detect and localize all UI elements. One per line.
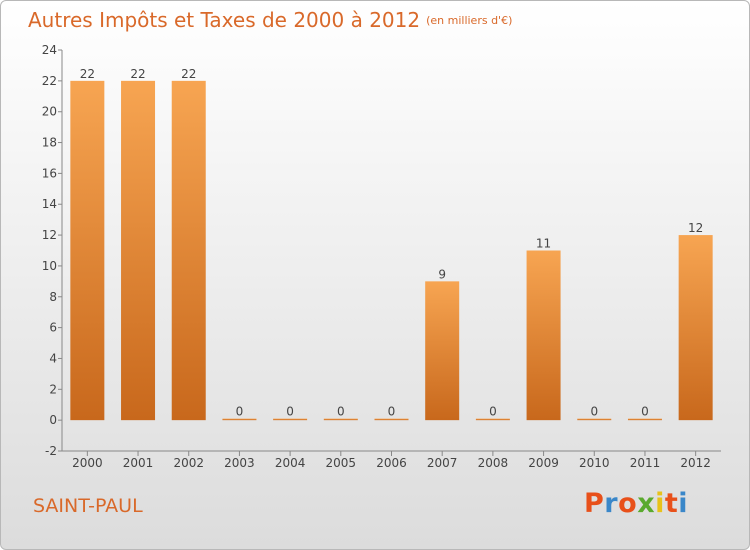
data-label: 0	[236, 405, 244, 419]
y-tick-label: 18	[42, 136, 57, 150]
bar	[70, 80, 105, 421]
data-label: 0	[489, 405, 497, 419]
bar	[323, 418, 358, 421]
chart-title-text: Autres Impôts et Taxes de 2000 à 2012	[28, 8, 421, 32]
logo-letter: o	[618, 488, 638, 519]
logo-letter: x	[637, 488, 656, 519]
x-tick-label: 2003	[224, 456, 255, 470]
x-tick-label: 2012	[680, 456, 711, 470]
bar	[526, 250, 561, 421]
bar	[171, 80, 206, 421]
y-tick-label: 4	[49, 351, 57, 365]
x-tick-label: 2007	[427, 456, 458, 470]
x-tick-label: 2008	[478, 456, 509, 470]
bar	[121, 80, 156, 421]
data-label: 12	[688, 221, 703, 235]
y-tick-label: 22	[42, 74, 57, 88]
bar	[627, 418, 662, 421]
x-tick-label: 2004	[275, 456, 306, 470]
logo-letter: r	[604, 488, 619, 519]
bar	[374, 418, 409, 421]
bar	[222, 418, 257, 421]
data-label: 11	[536, 237, 551, 251]
y-tick-label: 8	[49, 290, 57, 304]
x-tick-label: 2006	[376, 456, 407, 470]
x-tick-label: 2011	[630, 456, 661, 470]
data-labels: 22 22 22 0 0 0 0 9 0 11 0 0 12	[80, 67, 704, 419]
bar	[475, 418, 510, 421]
data-label: 22	[130, 67, 145, 81]
x-tick-label: 2001	[123, 456, 154, 470]
y-tick-label: 16	[42, 166, 57, 180]
y-tick-label: 24	[42, 43, 57, 57]
data-label: 0	[388, 405, 396, 419]
bar	[577, 418, 612, 421]
y-tick-label: 12	[42, 228, 57, 242]
x-tick-label: 2002	[173, 456, 204, 470]
logo-letter: i	[678, 488, 689, 519]
data-label: 22	[80, 67, 95, 81]
data-label: 0	[641, 405, 649, 419]
data-label: 9	[438, 267, 446, 281]
y-tick-label: 10	[42, 259, 57, 273]
bars	[70, 80, 713, 421]
logo-letter: i	[655, 488, 665, 519]
proxiti-logo[interactable]: Proxiti	[584, 488, 688, 519]
x-tick-label: 2000	[72, 456, 103, 470]
bar	[425, 281, 460, 421]
data-label: 0	[590, 405, 598, 419]
y-tick-label: 20	[42, 105, 57, 119]
logo-letter: t	[664, 488, 679, 519]
logo-letter: P	[584, 488, 605, 519]
data-label: 22	[181, 67, 196, 81]
y-tick-label: -2	[45, 444, 57, 458]
y-tick-label: 6	[49, 321, 57, 335]
bar	[678, 235, 713, 421]
y-tick-label: 0	[49, 413, 57, 427]
bar	[273, 418, 308, 421]
x-tick-label: 2009	[528, 456, 559, 470]
x-tick-label: 2005	[326, 456, 357, 470]
y-tick-label: 14	[42, 197, 57, 211]
chart-unit: (en milliers d'€)	[426, 14, 513, 27]
x-tick-label: 2010	[579, 456, 610, 470]
commune-name: SAINT-PAUL	[33, 495, 143, 517]
chart-title: Autres Impôts et Taxes de 2000 à 2012 (en…	[28, 8, 512, 32]
y-tick-label: 2	[49, 382, 57, 396]
data-label: 0	[337, 405, 345, 419]
data-label: 0	[286, 405, 294, 419]
